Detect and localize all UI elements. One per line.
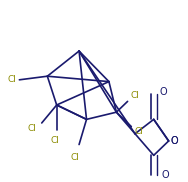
Text: O: O bbox=[159, 87, 167, 97]
Text: O: O bbox=[161, 170, 169, 180]
Text: Cl: Cl bbox=[28, 124, 37, 133]
Text: Cl: Cl bbox=[50, 136, 59, 145]
Text: O: O bbox=[171, 136, 178, 146]
Text: O: O bbox=[171, 136, 178, 146]
Text: Cl: Cl bbox=[131, 92, 139, 100]
Text: Cl: Cl bbox=[71, 153, 80, 162]
Text: Cl: Cl bbox=[134, 127, 143, 136]
Text: Cl: Cl bbox=[8, 75, 16, 84]
